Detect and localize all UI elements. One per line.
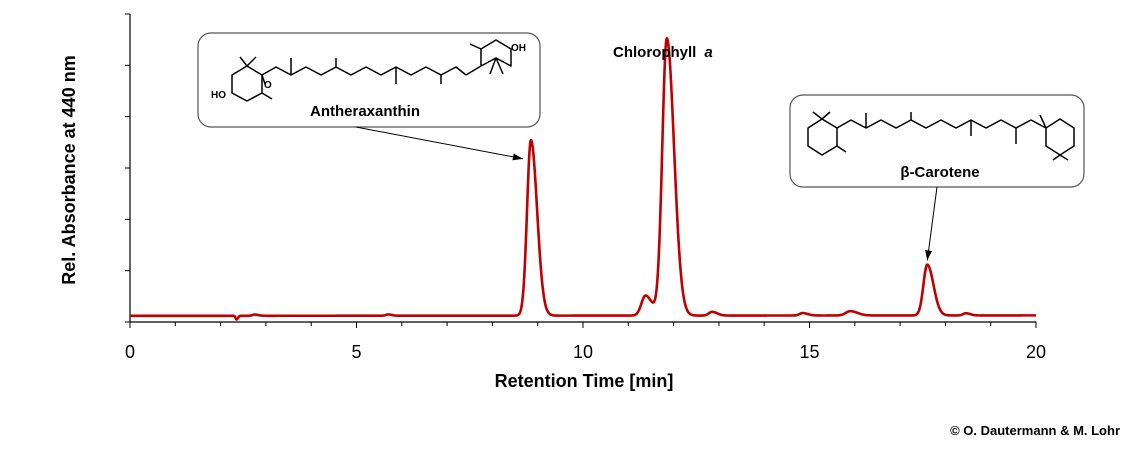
- anth-ring-methyl: [261, 92, 273, 100]
- anth-atom-ho: HO: [211, 90, 226, 101]
- car-right-gem-2: [1059, 154, 1069, 161]
- anth-right-gem-2: [495, 57, 504, 75]
- arrowhead-carotene: [925, 250, 933, 261]
- x-tick-label: 20: [1026, 342, 1046, 362]
- anth-polyene-chain: [261, 66, 467, 76]
- callout-carotene: β-Carotene: [789, 94, 1085, 261]
- x-axis-tick-labels: 0 5 10 15 20: [125, 342, 1046, 362]
- y-axis-ticks: [125, 13, 130, 323]
- structure-antheraxanthin: O HO OH: [211, 39, 526, 102]
- car-right-gem-1: [1052, 154, 1061, 161]
- callout-arrow-carotene: [926, 186, 938, 261]
- chlorophyll-label-main: Chlorophyll: [613, 44, 696, 61]
- callout-box-antheraxanthin: [197, 32, 541, 128]
- anth-atom-oh: OH: [511, 43, 526, 54]
- anth-gem-methyl-2: [246, 56, 257, 67]
- car-right-ring: [1045, 118, 1075, 156]
- car-right-methyl: [1039, 114, 1047, 129]
- structure-carotene: [807, 111, 1075, 161]
- peak-label-chlorophyll: Chlorophyll a: [613, 44, 713, 61]
- callout-name-antheraxanthin: Antheraxanthin: [310, 103, 420, 120]
- car-left-methyl: [836, 145, 847, 153]
- arrowhead-antheraxanthin: [512, 153, 523, 161]
- anth-right-ring: [465, 39, 512, 76]
- x-tick-label: 15: [799, 342, 819, 362]
- chlorophyll-label-italic: a: [704, 44, 712, 61]
- x-tick-label: 5: [351, 342, 361, 362]
- x-axis-ticks: [129, 322, 1037, 328]
- x-tick-label: 10: [573, 342, 593, 362]
- copyright-notice: © O. Dautermann & M. Lohr: [950, 423, 1120, 438]
- anth-gem-methyl-1: [239, 56, 248, 67]
- car-left-gem-1: [812, 111, 823, 120]
- anth-right-methyl: [469, 43, 482, 50]
- anth-atom-o: O: [264, 80, 272, 91]
- x-axis-title: Retention Time [min]: [495, 371, 674, 391]
- anth-epoxy-bond: [261, 74, 266, 85]
- chromatogram-trace: [129, 36, 1037, 321]
- car-polyene-chain: [836, 119, 1047, 129]
- callout-arrow-antheraxanthin: [355, 126, 523, 160]
- car-left-gem-2: [821, 111, 831, 120]
- anth-right-gem-1: [489, 57, 497, 75]
- callout-name-carotene: β-Carotene: [900, 164, 979, 181]
- y-axis-title: Rel. Absorbance at 440 nm: [59, 55, 79, 284]
- x-tick-label: 0: [125, 342, 135, 362]
- callout-antheraxanthin: Antheraxanthin O HO OH: [197, 32, 541, 161]
